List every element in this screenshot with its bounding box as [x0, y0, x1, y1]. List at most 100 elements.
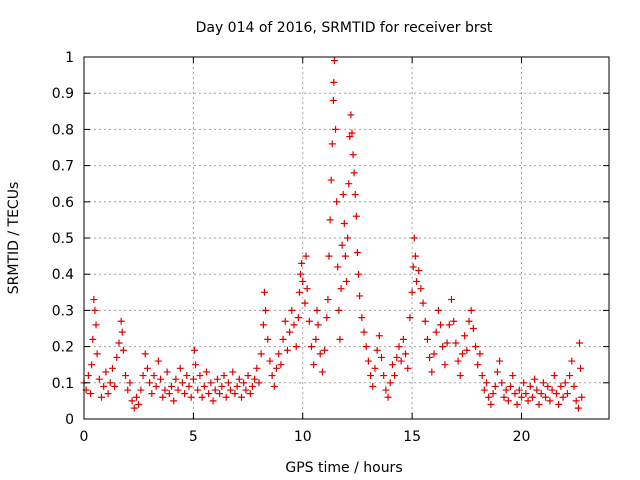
- data-point: [504, 397, 512, 405]
- data-point: [90, 296, 98, 304]
- data-point: [301, 299, 309, 307]
- data-point: [548, 386, 556, 394]
- data-point: [176, 364, 184, 372]
- data-point: [428, 368, 436, 376]
- data-point: [542, 393, 550, 401]
- data-point: [570, 382, 578, 390]
- data-point: [286, 328, 294, 336]
- data-point: [343, 277, 350, 285]
- data-point: [568, 357, 576, 365]
- data-point: [507, 382, 515, 390]
- x-axis-label: GPS time / hours: [285, 460, 402, 476]
- data-point: [345, 180, 353, 188]
- data-point: [522, 390, 530, 398]
- data-point: [553, 390, 560, 398]
- data-point: [235, 375, 243, 383]
- data-point: [417, 285, 425, 293]
- data-point: [288, 306, 296, 314]
- data-point: [465, 317, 473, 325]
- data-point: [295, 288, 303, 296]
- data-point: [406, 314, 414, 322]
- data-point: [356, 292, 364, 300]
- data-point: [102, 368, 110, 376]
- data-point: [566, 372, 574, 380]
- data-point: [340, 220, 348, 228]
- data-point: [88, 361, 96, 369]
- data-point: [111, 382, 119, 390]
- data-point: [520, 379, 528, 387]
- y-tick-label: 0.4: [52, 267, 74, 283]
- data-point: [242, 386, 250, 394]
- data-point: [220, 372, 228, 380]
- data-point: [270, 382, 278, 390]
- data-point: [502, 386, 510, 394]
- data-point: [339, 191, 347, 199]
- data-point: [411, 252, 419, 260]
- data-point: [259, 321, 267, 329]
- data-point: [327, 176, 335, 184]
- data-point: [95, 375, 103, 383]
- data-point: [326, 216, 334, 224]
- data-point: [196, 372, 204, 380]
- data-point: [351, 191, 359, 199]
- data-point: [308, 343, 315, 351]
- data-point: [205, 390, 213, 398]
- data-point: [115, 339, 123, 347]
- data-point: [283, 346, 291, 354]
- data-point: [224, 379, 232, 387]
- data-point: [355, 270, 363, 278]
- data-points: [80, 57, 586, 412]
- data-point: [491, 382, 499, 390]
- data-point: [170, 397, 178, 405]
- data-point: [108, 364, 116, 372]
- data-point: [98, 393, 105, 401]
- data-point: [324, 296, 332, 304]
- data-point: [419, 299, 427, 307]
- data-point: [137, 386, 145, 394]
- data-point: [513, 401, 521, 409]
- data-point: [313, 306, 321, 314]
- data-point: [485, 393, 493, 401]
- data-point: [498, 379, 506, 387]
- y-tick-label: 0.6: [52, 195, 74, 211]
- data-point: [130, 404, 138, 412]
- data-point: [178, 379, 186, 387]
- y-tick-label: 0.7: [52, 159, 74, 175]
- data-point: [528, 393, 536, 401]
- data-point: [410, 234, 418, 242]
- data-point: [194, 386, 202, 394]
- y-tick-label: 0.5: [52, 231, 74, 247]
- data-point: [335, 306, 343, 314]
- data-point: [409, 263, 417, 271]
- data-point: [190, 346, 198, 354]
- data-point: [91, 306, 99, 314]
- data-point: [104, 390, 112, 398]
- data-point: [338, 241, 346, 249]
- data-point: [348, 129, 356, 137]
- data-point: [303, 285, 311, 293]
- x-tick-label: 15: [403, 429, 421, 445]
- data-point: [211, 386, 219, 394]
- data-point: [264, 335, 272, 343]
- data-point: [172, 375, 180, 383]
- data-point: [187, 393, 195, 401]
- data-point: [437, 321, 445, 329]
- data-point: [518, 393, 525, 401]
- data-point: [165, 390, 173, 398]
- data-point: [227, 386, 235, 394]
- data-point: [531, 375, 539, 383]
- data-point: [352, 212, 360, 220]
- data-point: [337, 285, 345, 293]
- data-point: [233, 382, 241, 390]
- data-point: [415, 267, 423, 275]
- data-point: [323, 314, 331, 322]
- data-point: [198, 393, 206, 401]
- data-point: [314, 321, 322, 329]
- data-point: [330, 57, 338, 65]
- data-point: [463, 346, 471, 354]
- data-point: [559, 393, 567, 401]
- data-point: [478, 372, 486, 380]
- data-point: [89, 335, 97, 343]
- data-point: [257, 350, 265, 358]
